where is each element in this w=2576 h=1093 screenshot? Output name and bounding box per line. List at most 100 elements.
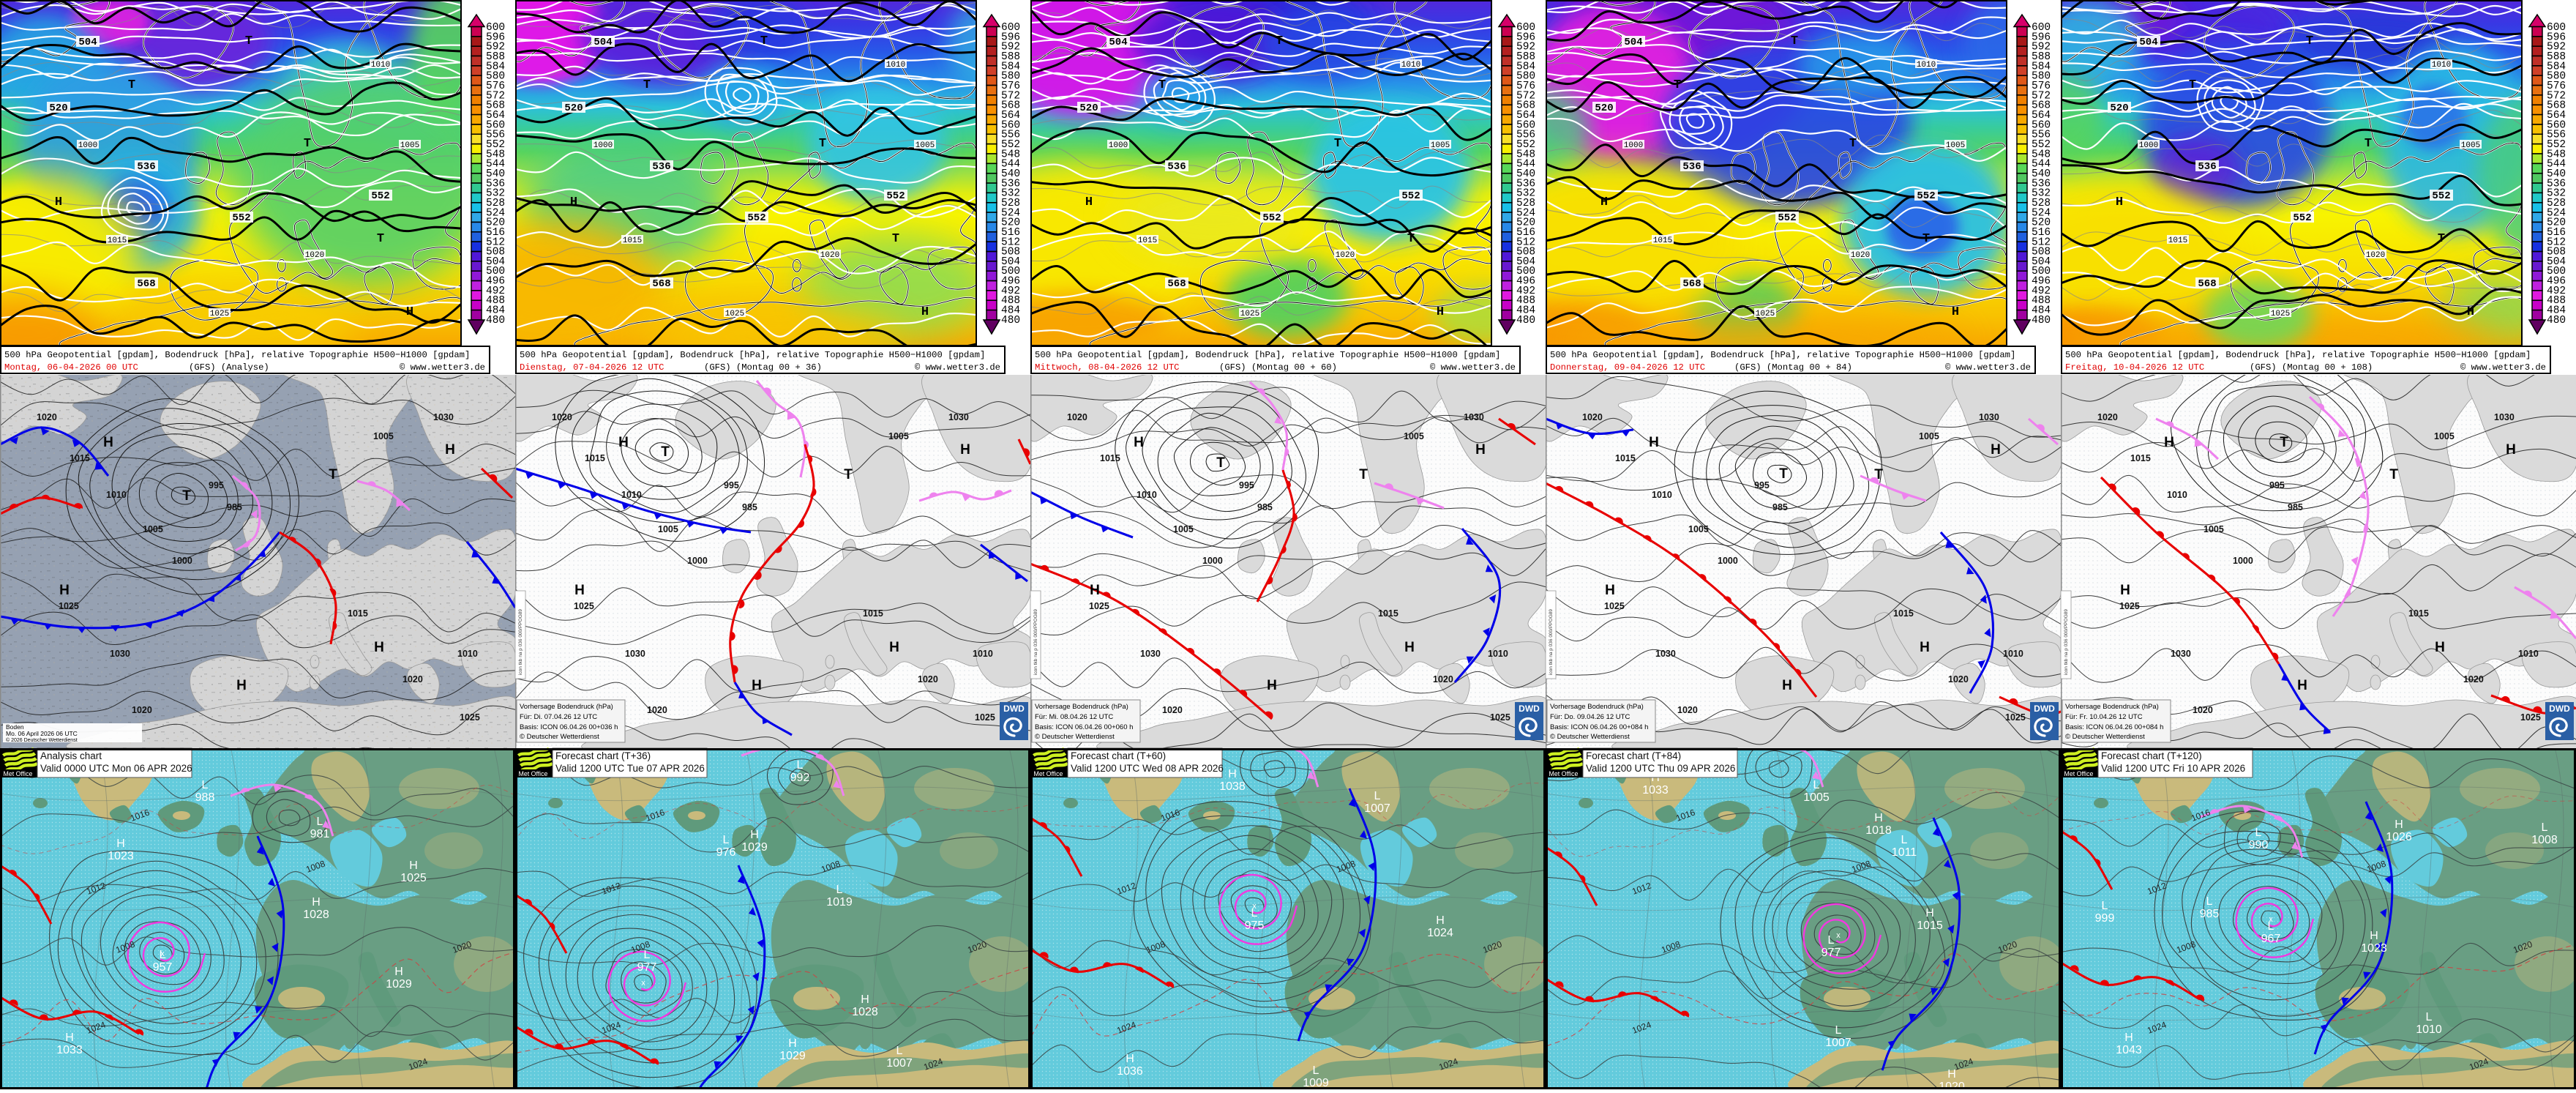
svg-text:Vorhersage Bodendruck (hPa): Vorhersage Bodendruck (hPa): [520, 703, 613, 711]
svg-text:568: 568: [2198, 278, 2216, 290]
svg-text:1020: 1020: [552, 412, 572, 422]
svg-text:504: 504: [78, 37, 97, 48]
svg-text:H: H: [1605, 583, 1615, 598]
svg-text:1028: 1028: [852, 1006, 878, 1018]
svg-text:1020: 1020: [1677, 705, 1698, 715]
svg-text:H: H: [889, 640, 899, 655]
svg-text:1020: 1020: [647, 705, 667, 715]
svg-text:1000: 1000: [1109, 141, 1128, 150]
svg-text:H: H: [1475, 442, 1486, 458]
svg-text:1010: 1010: [2416, 1023, 2442, 1036]
svg-text:Vorhersage Bodendruck (hPa): Vorhersage Bodendruck (hPa): [1035, 703, 1128, 711]
svg-text:L: L: [1813, 779, 1820, 791]
svg-text:536: 536: [1682, 161, 1701, 173]
svg-text:1010: 1010: [457, 649, 478, 659]
svg-text:1005: 1005: [1404, 431, 1424, 441]
svg-text:H: H: [2124, 1032, 2133, 1044]
svg-text:Basis: ICON 06.04.26 00+084 h: Basis: ICON 06.04.26 00+084 h: [2065, 723, 2163, 731]
svg-text:(GFS) (Montag 00 + 36): (GFS) (Montag 00 + 36): [704, 362, 822, 373]
svg-text:1020: 1020: [2366, 251, 2385, 260]
svg-text:H: H: [103, 435, 113, 450]
svg-text:1015: 1015: [585, 453, 605, 463]
svg-text:1029: 1029: [741, 841, 768, 854]
svg-text:1020: 1020: [1851, 251, 1870, 260]
svg-text:995: 995: [2269, 480, 2285, 490]
svg-text:© Deutscher Wetterdienst: © Deutscher Wetterdienst: [1550, 733, 1630, 741]
svg-text:L: L: [2255, 827, 2262, 839]
svg-text:DWD: DWD: [2034, 704, 2055, 714]
svg-text:1020: 1020: [1336, 251, 1355, 260]
svg-text:© www.wetter3.de: © www.wetter3.de: [915, 362, 1000, 373]
svg-text:Valid 1200 UTC Tue 07 APR 2026: Valid 1200 UTC Tue 07 APR 2026: [555, 763, 705, 774]
svg-text:552: 552: [2293, 212, 2311, 224]
svg-text:500 hPa Geopotential [gpdam],: 500 hPa Geopotential [gpdam], Bodendruck…: [520, 350, 985, 360]
svg-text:T: T: [1779, 466, 1788, 482]
svg-text:552: 552: [2432, 190, 2450, 202]
svg-text:L: L: [2268, 920, 2274, 933]
svg-text:Forecast chart (T+84): Forecast chart (T+84): [1586, 750, 1681, 761]
svg-text:L: L: [2102, 900, 2108, 912]
svg-text:500 hPa Geopotential [gpdam],: 500 hPa Geopotential [gpdam], Bodendruck…: [1035, 350, 1500, 360]
svg-text:1026: 1026: [2386, 831, 2412, 843]
svg-text:Boden: Boden: [6, 723, 24, 731]
svg-text:1005: 1005: [1688, 524, 1709, 534]
svg-text:500 hPa Geopotential [gpdam],: 500 hPa Geopotential [gpdam], Bodendruck…: [2065, 350, 2531, 360]
svg-text:985: 985: [1772, 502, 1788, 512]
svg-text:H: H: [2395, 818, 2403, 831]
svg-text:1010: 1010: [1652, 490, 1672, 500]
svg-text:1038: 1038: [1219, 780, 1246, 793]
svg-text:1007: 1007: [1364, 802, 1390, 815]
svg-text:1023: 1023: [108, 850, 134, 862]
svg-text:1015: 1015: [1615, 453, 1636, 463]
svg-text:504: 504: [1109, 37, 1127, 48]
svg-text:Für: Do. 09.04.26 12 UTC: Für: Do. 09.04.26 12 UTC: [1550, 713, 1630, 721]
svg-text:T: T: [377, 232, 384, 246]
svg-text:1025: 1025: [2271, 310, 2290, 318]
svg-text:981: 981: [310, 828, 330, 840]
svg-text:1024: 1024: [1427, 927, 1453, 939]
svg-text:568: 568: [652, 278, 670, 290]
svg-text:1015: 1015: [1378, 608, 1399, 619]
svg-text:1000: 1000: [594, 141, 613, 150]
svg-text:1020: 1020: [820, 251, 839, 260]
svg-text:520: 520: [1079, 102, 1098, 114]
svg-text:T: T: [2280, 435, 2288, 450]
svg-text:1015: 1015: [1893, 608, 1914, 619]
svg-text:552: 552: [886, 190, 905, 202]
svg-text:1025: 1025: [2005, 712, 2026, 723]
svg-text:H: H: [406, 305, 413, 319]
svg-text:957: 957: [153, 961, 173, 974]
svg-text:H: H: [2467, 305, 2474, 319]
svg-text:1007: 1007: [886, 1057, 913, 1070]
svg-text:1015: 1015: [1138, 236, 1157, 245]
svg-text:1025: 1025: [1756, 310, 1775, 318]
svg-text:992: 992: [790, 772, 810, 784]
svg-text:1025: 1025: [460, 712, 480, 723]
svg-text:1019: 1019: [826, 896, 853, 909]
svg-text:T: T: [1359, 467, 1368, 482]
svg-text:520: 520: [564, 102, 583, 114]
svg-text:Forecast chart (T+60): Forecast chart (T+60): [1071, 750, 1166, 761]
svg-text:1025: 1025: [725, 310, 744, 318]
svg-text:T: T: [2189, 78, 2196, 92]
svg-text:1020: 1020: [1948, 674, 1969, 684]
svg-text:T: T: [2306, 34, 2313, 48]
svg-text:H: H: [1649, 435, 1659, 450]
svg-text:L: L: [836, 884, 843, 896]
svg-text:1020: 1020: [37, 412, 57, 422]
svg-text:H: H: [574, 583, 585, 598]
svg-text:1000: 1000: [1202, 556, 1223, 566]
svg-text:1008: 1008: [2531, 834, 2558, 846]
svg-text:x: x: [1252, 902, 1257, 911]
svg-text:T: T: [329, 467, 337, 482]
svg-text:H: H: [1925, 907, 1934, 919]
svg-text:© Deutscher Wetterdienst: © Deutscher Wetterdienst: [1035, 733, 1115, 741]
svg-text:T: T: [643, 78, 651, 92]
svg-text:L: L: [1251, 907, 1258, 919]
svg-text:1005: 1005: [373, 431, 394, 441]
svg-text:T: T: [1922, 232, 1930, 246]
svg-text:552: 552: [1401, 190, 1420, 202]
svg-text:995: 995: [1239, 480, 1254, 490]
svg-text:Für: Mi. 08.04.26 12 UTC: Für: Mi. 08.04.26 12 UTC: [1035, 713, 1113, 721]
svg-text:L: L: [644, 949, 651, 961]
